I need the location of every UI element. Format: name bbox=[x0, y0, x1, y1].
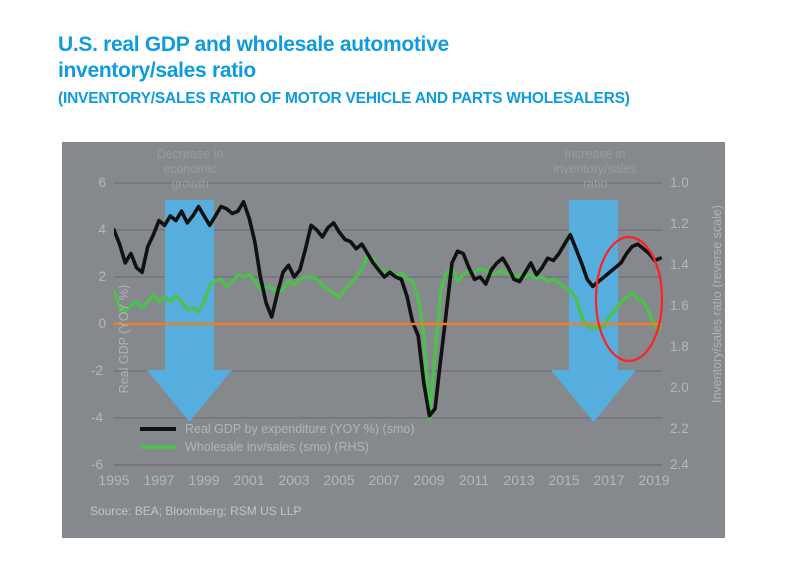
y-axis-title-left: Real GDP (YOY %) bbox=[117, 284, 131, 394]
x-tick-2: 1999 bbox=[188, 472, 220, 488]
title-block: U.S. real GDP and wholesale automotive i… bbox=[58, 32, 758, 110]
series-line-inventory-sales bbox=[114, 254, 662, 421]
x-tick-1: 1997 bbox=[143, 472, 175, 488]
x-tick-10: 2015 bbox=[548, 472, 580, 488]
source-note: Source: BEA; Bloomberg; RSM US LLP bbox=[90, 504, 302, 518]
chart-panel: Decrease in economic growth Increase in … bbox=[62, 142, 725, 538]
y-tick-right-5: 2.0 bbox=[670, 380, 689, 395]
legend-label-inventory-sales: Wholesale inv/sales (smo) (RHS) bbox=[185, 440, 370, 454]
y-tick-left-1: 4 bbox=[98, 222, 106, 237]
highlight-ellipse bbox=[594, 235, 664, 363]
x-tick-12: 2019 bbox=[638, 472, 670, 488]
page-title-line-2: inventory/sales ratio bbox=[58, 59, 256, 82]
x-tick-9: 2013 bbox=[503, 472, 535, 488]
y-tick-right-3: 1.6 bbox=[670, 298, 689, 313]
y-tick-right-4: 1.8 bbox=[670, 339, 689, 354]
x-tick-8: 2011 bbox=[458, 472, 490, 488]
y-tick-right-6: 2.2 bbox=[670, 421, 689, 436]
x-tick-4: 2003 bbox=[278, 472, 310, 488]
annotation-right-line3: ratio bbox=[582, 177, 608, 191]
page-title-line-1: U.S. real GDP and wholesale automotive bbox=[58, 33, 449, 56]
x-tick-3: 2001 bbox=[233, 472, 265, 488]
y-tick-right-1: 1.2 bbox=[670, 216, 689, 231]
y-tick-left-5: -4 bbox=[90, 410, 103, 425]
legend-label-real-gdp: Real GDP by expenditure (YOY %) (smo) bbox=[185, 422, 415, 436]
annotation-right-line2: inventory/sales bbox=[553, 162, 637, 176]
legend-swatch-real-gdp bbox=[140, 427, 176, 431]
y-tick-left-3: 0 bbox=[98, 316, 106, 331]
x-tick-11: 2017 bbox=[593, 472, 625, 488]
x-tick-7: 2009 bbox=[413, 472, 445, 488]
chart-legend: Real GDP by expenditure (YOY %) (smo) Wh… bbox=[140, 420, 415, 456]
y-tick-right-7: 2.4 bbox=[670, 457, 689, 472]
annotation-right-text: Increase in inventory/sales ratio bbox=[535, 147, 655, 192]
legend-item-inventory-sales: Wholesale inv/sales (smo) (RHS) bbox=[140, 438, 415, 456]
y-tick-left-4: -2 bbox=[90, 363, 103, 378]
chart-plot bbox=[114, 182, 664, 466]
annotation-left-line1: Decrease in bbox=[156, 147, 224, 161]
y-tick-left-0: 6 bbox=[98, 175, 106, 190]
x-tick-0: 1995 bbox=[98, 472, 130, 488]
legend-swatch-inventory-sales bbox=[140, 445, 176, 449]
annotation-left-text: Decrease in economic growth bbox=[137, 147, 243, 192]
y-tick-right-0: 1.0 bbox=[670, 175, 689, 190]
y-axis-title-right: Inventory/sales ratio (reverse scale) bbox=[710, 205, 724, 403]
annotation-right-line1: Increase in bbox=[564, 147, 626, 161]
legend-item-real-gdp: Real GDP by expenditure (YOY %) (smo) bbox=[140, 420, 415, 438]
annotation-left-line2: economic bbox=[163, 162, 217, 176]
x-tick-6: 2007 bbox=[368, 472, 400, 488]
x-tick-5: 2005 bbox=[323, 472, 355, 488]
y-tick-left-6: -6 bbox=[90, 457, 103, 472]
series-line-real-gdp bbox=[114, 199, 662, 418]
y-tick-left-2: 2 bbox=[98, 269, 106, 284]
annotation-left-line3: growth bbox=[171, 177, 209, 191]
page-subtitle: (INVENTORY/SALES RATIO OF MOTOR VEHICLE … bbox=[58, 90, 630, 107]
annotation-arrow-left bbox=[147, 200, 232, 422]
y-tick-right-2: 1.4 bbox=[670, 257, 689, 272]
annotation-arrow-right bbox=[551, 200, 636, 422]
